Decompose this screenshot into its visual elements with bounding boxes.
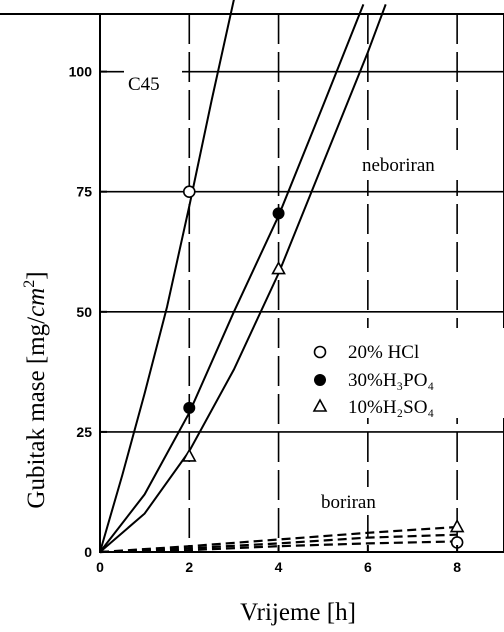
series-1-point-1 — [272, 207, 285, 220]
series-0-solid-curve — [99, 0, 235, 553]
series-0-point-0 — [182, 185, 196, 199]
series-markers — [181, 185, 465, 549]
grid-lines — [100, 14, 504, 552]
x-tick-label-2: 2 — [185, 559, 193, 575]
y-axis-label-text: Gubitak mase [mg/ — [23, 317, 50, 509]
legend-open-triangle-marker — [312, 398, 328, 412]
y-axis-label-unit: cm — [23, 288, 50, 317]
y-tick-label-50: 50 — [76, 304, 92, 320]
x-tick-label-4: 4 — [275, 559, 283, 575]
legend-label-h3po4: 30%H₃PO₄ — [348, 370, 434, 391]
y-axis-label-exponent: 2 — [21, 280, 38, 288]
y-tick-label-75: 75 — [76, 184, 92, 200]
y-tick-label-0: 0 — [84, 544, 92, 560]
series-2-solid-curve — [99, 4, 387, 553]
legend: 20% HCl 30%H₃PO₄ 10%H₂SO₄ — [305, 328, 504, 418]
series-1-solid-curve — [99, 4, 365, 553]
series-2-point-1 — [271, 260, 286, 275]
plot-frame — [99, 13, 504, 553]
series-4-dashed-curve — [99, 533, 458, 554]
x-tick-label-6: 6 — [364, 559, 372, 575]
y-axis-label: Gubitak mase [mg/cm2] — [21, 271, 50, 508]
legend-label-hcl: 20% HCl — [348, 342, 419, 363]
legend-background — [305, 328, 504, 418]
y-tick-label-100: 100 — [69, 64, 93, 80]
legend-label-h2so4: 10%H₂SO₄ — [348, 397, 434, 418]
axis-ticks: 0 2 4 6 8 0 25 50 75 100 — [69, 64, 462, 575]
material-label: C45 — [128, 74, 160, 95]
series-1-point-0 — [183, 401, 196, 414]
x-axis-label: Vrijeme [h] — [240, 599, 356, 626]
borided-label-bg — [316, 487, 396, 515]
series-2-point-0 — [181, 448, 197, 462]
material-label-bg — [124, 66, 182, 100]
x-tick-label-8: 8 — [453, 559, 461, 575]
series-curves — [99, 0, 458, 554]
y-tick-label-25: 25 — [76, 424, 92, 440]
legend-filled-circle-marker — [314, 374, 326, 386]
y-axis-label-close: ] — [23, 271, 50, 279]
unborided-label-bg — [356, 150, 468, 180]
unborided-label: neboriran — [362, 155, 435, 176]
series-5-point-0 — [449, 518, 465, 533]
x-tick-label-0: 0 — [96, 559, 104, 575]
legend-open-circle-marker — [313, 345, 327, 359]
borided-label: boriran — [321, 492, 376, 513]
series-5-dashed-curve — [99, 525, 458, 554]
series-3-dashed-curve — [99, 540, 458, 554]
